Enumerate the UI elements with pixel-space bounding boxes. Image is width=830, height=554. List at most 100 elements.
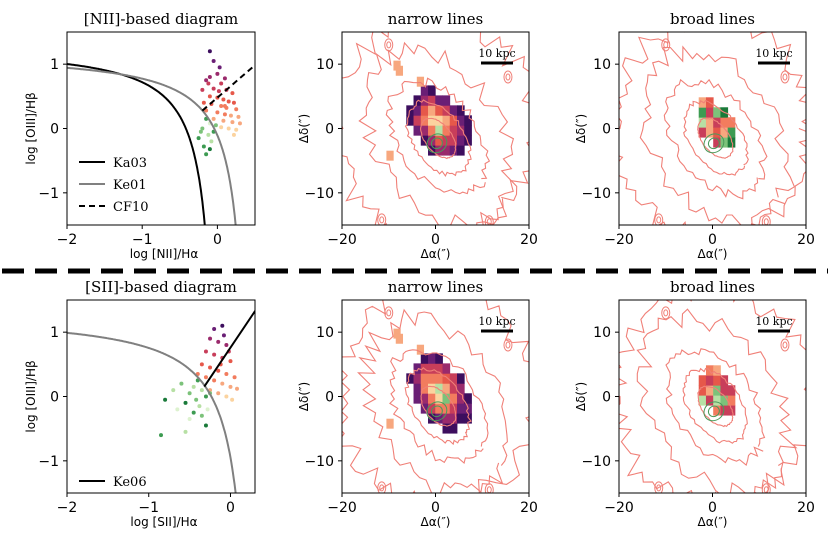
broad-point [171,388,176,393]
scalebar-label: 10 kpc [755,315,792,328]
broad-pixel [720,375,729,386]
y-tick-label: 0 [50,390,59,406]
broad-pixel [705,395,714,406]
broad-pixel [713,365,721,376]
contour-blob [379,216,385,224]
narrow-pixel [428,85,436,96]
contour-line [420,385,457,427]
contour-line [404,367,472,446]
map-title: narrow lines [388,278,483,296]
narrow-pixel [413,115,422,126]
narrow-pixel [413,373,422,384]
ke01-curve [67,66,237,225]
contour-line [619,300,806,493]
contour-blob [484,215,494,225]
narrow-point [235,386,240,391]
broad-pixel [705,385,714,396]
narrow-point [230,120,235,125]
map-xlabel: Δα(″) [421,515,451,529]
broad-pixel [698,395,707,406]
narrow-point [199,362,204,367]
narrow-pixel [464,115,472,126]
broad-point [200,126,205,131]
broad-pixel [713,385,721,396]
contour-blob [782,341,788,349]
contour-blob [379,484,385,492]
narrow-pixel [457,135,465,146]
broad-pixel [713,375,721,386]
narrow-point [207,75,212,80]
contour-line [358,41,518,225]
narrow-pixel [435,363,443,374]
narrow-point [200,87,205,92]
map-panel-0-1: 10 kpc −20 0 20 −10 0 10 broad lines Δα(″) Δδ(″) [574,10,815,261]
narrow-point [221,97,226,102]
map-title: narrow lines [388,10,483,28]
narrow-pixel [435,135,443,146]
narrow-point [216,391,221,396]
bpt-panel-0: −2 −1 0 −1 0 1 [NII]-based diagram log [NII]/Hα… [24,10,256,261]
narrow-pixel [435,353,443,364]
broad-point [213,123,218,128]
broad-point [204,152,209,157]
green-contour [707,137,720,150]
broad-point [199,413,204,418]
narrow-point [220,323,225,328]
green-contour [707,405,720,418]
contour-blob [377,213,387,225]
narrow-point [222,76,227,81]
y-tick-label: 0 [602,390,611,406]
broad-point [191,410,196,415]
y-tick-label: 10 [316,57,334,73]
map-xlabel: Δα(″) [421,247,451,261]
narrow-pixel [420,85,429,96]
narrow-pixel [416,344,425,355]
map-xlabel: Δα(″) [698,247,728,261]
bpt-plot-area [67,309,255,493]
y-tick-label: 0 [50,122,59,138]
broad-pixel [705,127,714,138]
x-tick-label: −2 [57,500,78,516]
x-tick-label: −20 [327,500,357,516]
narrow-pixel [386,150,394,161]
legend-label-ka03: Ka03 [113,156,147,171]
narrow-point [219,125,224,130]
broad-pixel [698,107,707,118]
narrow-pixel [457,383,465,394]
narrow-pixel [449,403,458,414]
narrow-pixel [457,145,465,156]
contour-blob [503,70,513,84]
narrow-pixel [428,383,436,394]
legend-label-cf10: CF10 [113,200,149,215]
narrow-point [216,339,221,344]
map-panel-1-0: 10 kpc −20 0 20 −10 0 10 narrow lines Δα(″) Δδ(″) [297,278,538,529]
green-contour [430,137,443,150]
x-tick-label: 0 [226,500,235,516]
map-ylabel: Δδ(″) [574,382,588,411]
narrow-point [232,375,237,380]
broad-pixel [720,127,729,138]
broad-point [203,394,208,399]
narrow-pixel [413,393,422,404]
broad-pixel [698,375,707,386]
contour-blob [654,481,664,493]
narrow-point [224,343,229,348]
narrow-pixel [442,115,451,126]
narrow-pixel [442,145,451,156]
contour-line [636,308,798,493]
bpt-xlabel: log [SII]/Hα [130,515,197,529]
contour-blob [663,309,669,317]
green-contour [426,133,448,154]
contour-line [385,77,491,195]
narrow-pixel [442,363,451,374]
narrow-pixel [428,363,436,374]
bpt-xlabel: log [NII]/Hα [130,247,199,261]
narrow-pixel [420,125,429,136]
broad-point [207,147,212,152]
broad-point [196,136,201,141]
y-tick-label: −1 [38,186,59,202]
map-plot-area [619,300,806,493]
broad-pixel [705,107,714,118]
contour-blob [486,218,492,225]
